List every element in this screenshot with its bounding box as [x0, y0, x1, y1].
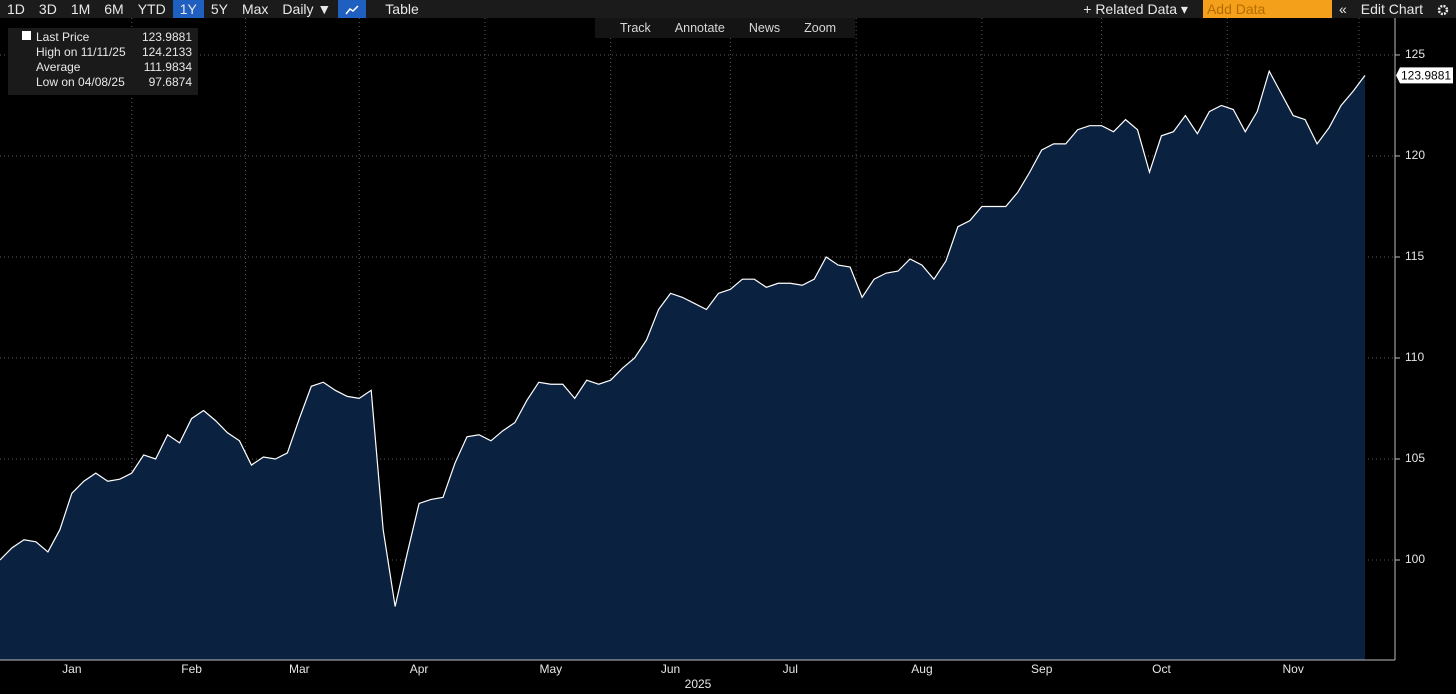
y-tick-label: 125 [1405, 47, 1425, 61]
collapse-button[interactable]: « [1338, 1, 1347, 17]
x-tick-label: Sep [1031, 662, 1053, 676]
x-tick-label: Feb [181, 662, 202, 676]
range-button[interactable]: 1Y [172, 0, 204, 18]
y-tick-label: 100 [1405, 552, 1425, 566]
range-button[interactable]: 1D [7, 1, 25, 17]
table-button[interactable]: Table [385, 1, 419, 17]
legend-value: 124.2133 [141, 45, 192, 59]
last-price-label: 123.9881 [1401, 69, 1451, 83]
x-tick-label: Apr [410, 662, 429, 676]
tool-button[interactable]: News [748, 21, 781, 35]
x-tick-label: May [539, 662, 562, 676]
legend-value: 111.9834 [143, 60, 192, 74]
chart-type-icon[interactable] [338, 0, 367, 18]
range-button[interactable]: 1M [70, 1, 91, 17]
edit-chart[interactable]: Edit Chart [1360, 1, 1423, 17]
legend-row: Low on 04/08/25 97.6874 [36, 75, 192, 90]
last-price-flag [1396, 67, 1453, 84]
tool-button[interactable]: Track [620, 21, 651, 35]
legend-label: Last Price [36, 30, 90, 44]
add-data-input[interactable]: Add Data [1202, 0, 1332, 18]
y-tick-label: 105 [1405, 451, 1425, 465]
area-fill [0, 71, 1365, 660]
toolbar: 1D 3D 1M 6M YTD 1Y 5Y Max Daily ▼ Table + Related … [0, 0, 1456, 18]
legend-value: 97.6874 [148, 75, 192, 89]
x-axis-label: 2025 [685, 677, 712, 691]
chart-tools: Track Annotate News Zoom [595, 18, 855, 38]
y-tick-label: 115 [1405, 249, 1424, 263]
range-button[interactable]: YTD [137, 1, 166, 17]
legend-swatch [22, 31, 31, 40]
legend-row: Last Price 123.9881 [36, 30, 192, 45]
range-button[interactable]: Max [241, 1, 269, 17]
legend-label: Average [36, 60, 81, 74]
tool-button[interactable]: Annotate [674, 21, 725, 35]
x-tick-label: Oct [1152, 662, 1171, 676]
tool-button[interactable]: Zoom [804, 21, 837, 35]
legend-row: Average 111.9834 [36, 60, 192, 75]
x-tick-label: Jan [62, 662, 81, 676]
settings-icon[interactable] [1430, 0, 1456, 18]
range-button[interactable]: 3D [38, 1, 57, 17]
y-tick-label: 110 [1405, 350, 1424, 364]
range-button[interactable]: 5Y [210, 1, 228, 17]
legend-row: High on 11/11/25 124.2133 [36, 45, 192, 60]
range-button[interactable]: 6M [104, 1, 124, 17]
x-tick-label: Mar [289, 662, 310, 676]
x-tick-label: Nov [1282, 662, 1303, 676]
x-tick-label: Jul [783, 662, 798, 676]
related-data[interactable]: + Related Data ▾ [1083, 1, 1188, 17]
legend-value: 123.9881 [141, 30, 192, 44]
price-line [0, 69, 1366, 607]
x-tick-label: Jun [661, 662, 680, 676]
legend-label: High on 11/11/25 [36, 45, 126, 59]
y-tick-label: 120 [1405, 148, 1425, 162]
x-tick-label: Aug [911, 662, 932, 676]
legend-label: Low on 04/08/25 [36, 75, 125, 89]
legend-box: Last Price 123.9881 High on 11/11/25 124.21… [8, 28, 198, 95]
frequency-dropdown[interactable]: Daily ▼ [282, 1, 332, 17]
